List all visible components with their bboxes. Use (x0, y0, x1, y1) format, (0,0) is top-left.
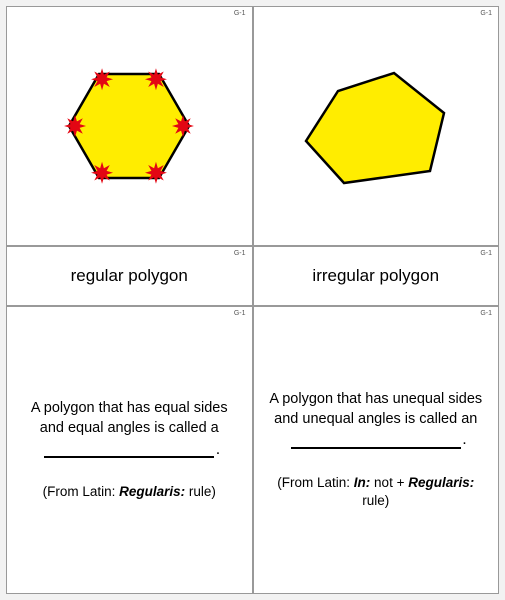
label-irregular: irregular polygon (312, 266, 439, 286)
etym-prefix: (From Latin: (277, 475, 354, 490)
regular-hexagon (69, 74, 189, 178)
fill-blank-line (44, 456, 214, 458)
regular-hexagon-svg (19, 51, 239, 201)
card-grid: G-1 G-1 G-1 regular polygon G-1 irregula… (6, 6, 499, 594)
etym-term: Regularis: (408, 475, 474, 490)
label-card-irregular: G-1 irregular polygon (253, 246, 500, 306)
angle-marker (91, 68, 113, 90)
picture-card-regular: G-1 (6, 6, 253, 246)
label-regular: regular polygon (71, 266, 188, 286)
card-sheet: G-1 G-1 G-1 regular polygon G-1 irregula… (0, 0, 505, 600)
angle-marker (145, 162, 167, 184)
card-code: G-1 (480, 10, 492, 17)
etym-term: Regularis: (119, 484, 185, 499)
card-code: G-1 (234, 250, 246, 257)
etym-term: In: (354, 475, 371, 490)
picture-card-irregular: G-1 (253, 6, 500, 246)
card-code: G-1 (480, 310, 492, 317)
definition-irregular: A polygon that has unequal sides and une… (262, 390, 491, 510)
etym-prefix: (From Latin: (43, 484, 120, 499)
fill-blank-line (291, 447, 461, 449)
card-code: G-1 (234, 310, 246, 317)
definition-card-regular: G-1 A polygon that has equal sides and e… (6, 306, 253, 594)
etym-gloss: not + (370, 475, 408, 490)
etym-gloss: rule) (185, 484, 216, 499)
irregular-hexagon-svg (266, 51, 486, 201)
etymology-regular: (From Latin: Regularis: rule) (21, 483, 238, 501)
card-code: G-1 (234, 10, 246, 17)
card-code: G-1 (480, 250, 492, 257)
irregular-hexagon (306, 73, 444, 183)
definition-text: A polygon that has unequal sides and une… (268, 390, 485, 429)
definition-regular: A polygon that has equal sides and equal… (15, 399, 244, 501)
etymology-irregular: (From Latin: In: not + Regularis: rule) (268, 474, 485, 510)
angle-marker (64, 115, 86, 137)
angle-marker (145, 68, 167, 90)
label-card-regular: G-1 regular polygon (6, 246, 253, 306)
angle-marker (172, 115, 194, 137)
angle-marker (91, 162, 113, 184)
etym-gloss: rule) (362, 493, 389, 508)
definition-card-irregular: G-1 A polygon that has unequal sides and… (253, 306, 500, 594)
definition-text: A polygon that has equal sides and equal… (21, 399, 238, 438)
